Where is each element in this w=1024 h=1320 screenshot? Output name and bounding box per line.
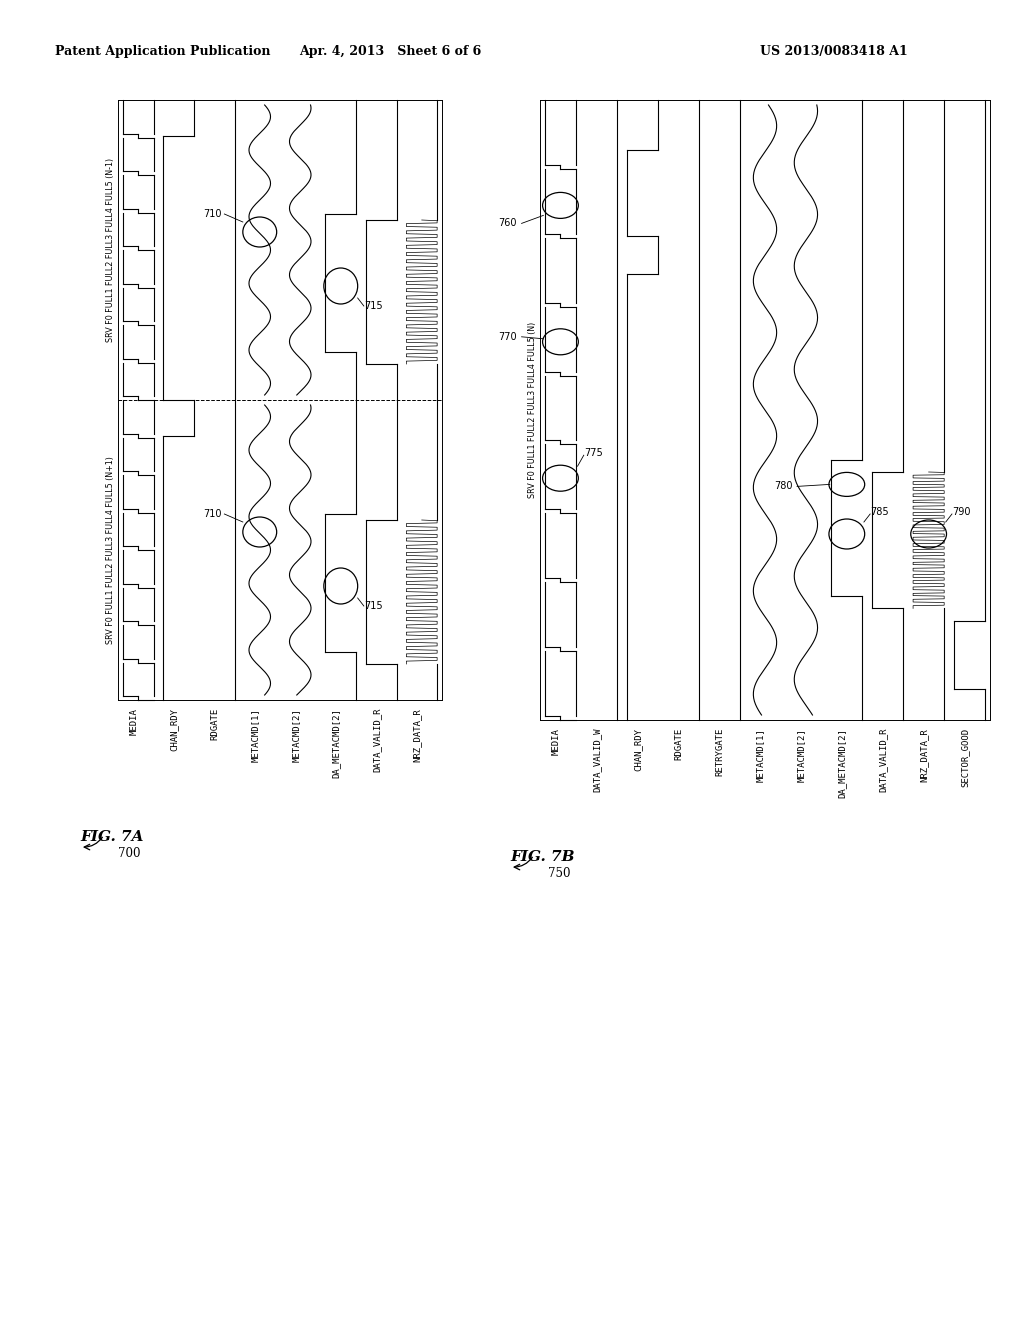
Text: METACMD[2]: METACMD[2]	[291, 708, 300, 762]
Text: FIG. 7A: FIG. 7A	[80, 830, 143, 843]
Text: 780: 780	[774, 482, 793, 491]
Text: 785: 785	[870, 507, 889, 517]
Text: METACMD[1]: METACMD[1]	[756, 729, 765, 781]
Text: 710: 710	[203, 510, 221, 519]
Text: MEDIA: MEDIA	[129, 708, 138, 735]
Text: 760: 760	[499, 218, 517, 228]
Text: NRZ_DATA_R: NRZ_DATA_R	[920, 729, 929, 781]
Text: DATA_VALID_R: DATA_VALID_R	[879, 729, 888, 792]
Text: DATA_VALID_W: DATA_VALID_W	[592, 729, 601, 792]
Text: 790: 790	[952, 507, 971, 517]
Text: Patent Application Publication: Patent Application Publication	[55, 45, 270, 58]
Text: 750: 750	[548, 867, 570, 880]
Text: DATA_VALID_R: DATA_VALID_R	[373, 708, 381, 772]
Text: NRZ_DATA_R: NRZ_DATA_R	[413, 708, 422, 762]
Text: 710: 710	[203, 209, 221, 219]
Text: METACMD[1]: METACMD[1]	[251, 708, 260, 762]
Text: 715: 715	[364, 601, 382, 611]
Text: SECTOR_GOOD: SECTOR_GOOD	[961, 729, 970, 787]
Text: SRV F0 FULL1 FULL2 FULL3 FULL4 FULL5 (N+1): SRV F0 FULL1 FULL2 FULL3 FULL4 FULL5 (N+…	[105, 457, 115, 644]
Text: RDGATE: RDGATE	[210, 708, 219, 741]
Text: RETRYGATE: RETRYGATE	[715, 729, 724, 776]
Text: METACMD[2]: METACMD[2]	[797, 729, 806, 781]
Text: RDGATE: RDGATE	[674, 729, 683, 760]
Text: 700: 700	[118, 847, 140, 861]
Text: 715: 715	[364, 301, 382, 312]
Text: SRV F0 FULL1 FULL2 FULL3 FULL4 FULL5 (N): SRV F0 FULL1 FULL2 FULL3 FULL4 FULL5 (N)	[527, 322, 537, 498]
Text: 770: 770	[499, 331, 517, 342]
Text: DA_METACMD[2]: DA_METACMD[2]	[838, 729, 847, 797]
Text: FIG. 7B: FIG. 7B	[510, 850, 574, 865]
Text: Apr. 4, 2013   Sheet 6 of 6: Apr. 4, 2013 Sheet 6 of 6	[299, 45, 481, 58]
Text: CHAN_RDY: CHAN_RDY	[633, 729, 642, 771]
Text: MEDIA: MEDIA	[552, 729, 560, 755]
Text: 775: 775	[584, 449, 602, 458]
Text: CHAN_RDY: CHAN_RDY	[170, 708, 179, 751]
Text: SRV F0 FULL1 FULL2 FULL3 FULL4 FULL5 (N-1): SRV F0 FULL1 FULL2 FULL3 FULL4 FULL5 (N-…	[105, 158, 115, 342]
Text: DA_METACMD[2]: DA_METACMD[2]	[332, 708, 341, 777]
Text: US 2013/0083418 A1: US 2013/0083418 A1	[760, 45, 907, 58]
